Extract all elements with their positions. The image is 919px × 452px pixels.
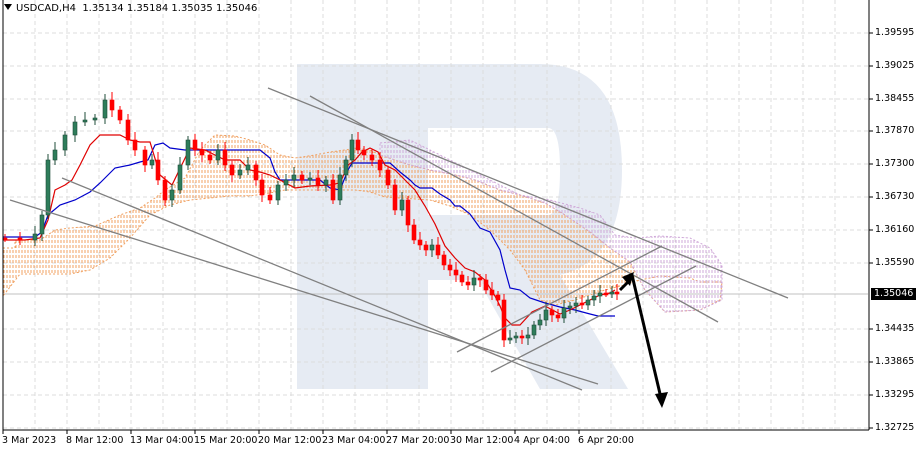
y-label: 1.39025 — [875, 60, 915, 71]
y-label: 1.36730 — [875, 191, 915, 202]
y-ticks — [869, 32, 873, 429]
y-label: 1.39595 — [875, 27, 915, 38]
x-label: 23 Mar 04:00 — [322, 435, 386, 446]
y-label: 1.33295 — [875, 389, 915, 400]
y-label: 1.34435 — [875, 323, 915, 334]
x-label: 6 Apr 20:00 — [578, 435, 634, 446]
y-label: 1.37300 — [875, 158, 915, 169]
x-label: 4 Apr 04:00 — [514, 435, 570, 446]
symbol-label: USDCAD,H4 — [16, 3, 76, 14]
x-label: 27 Mar 20:00 — [386, 435, 450, 446]
x-label: 3 Mar 2023 — [2, 435, 57, 446]
chart-title: USDCAD,H4 1.35134 1.35184 1.35035 1.3504… — [4, 3, 257, 14]
kijun-line — [3, 142, 615, 317]
y-label: 1.32725 — [875, 422, 915, 433]
open-value: 1.35134 — [82, 3, 124, 14]
y-label: 1.38455 — [875, 93, 915, 104]
y-label: 1.33865 — [875, 356, 915, 367]
y-label: 1.36160 — [875, 224, 915, 235]
x-label: 8 Mar 12:00 — [66, 435, 124, 446]
candlesticks — [2, 92, 620, 347]
forecast-arrows — [618, 272, 668, 408]
x-label: 30 Mar 12:00 — [450, 435, 514, 446]
grid — [3, 0, 868, 430]
x-label: 15 Mar 20:00 — [194, 435, 258, 446]
dropdown-triangle-icon[interactable] — [4, 4, 12, 10]
y-label: 1.37870 — [875, 125, 915, 136]
trend-lines — [9, 87, 789, 391]
x-label: 20 Mar 12:00 — [258, 435, 322, 446]
close-value: 1.35046 — [215, 3, 258, 14]
low-value: 1.35035 — [171, 3, 213, 14]
x-label: 13 Mar 04:00 — [130, 435, 194, 446]
y-label: 1.35590 — [875, 257, 915, 268]
current-price-marker: 1.35046 — [871, 288, 917, 300]
x-ticks — [2, 430, 580, 434]
high-value: 1.35184 — [126, 3, 169, 14]
